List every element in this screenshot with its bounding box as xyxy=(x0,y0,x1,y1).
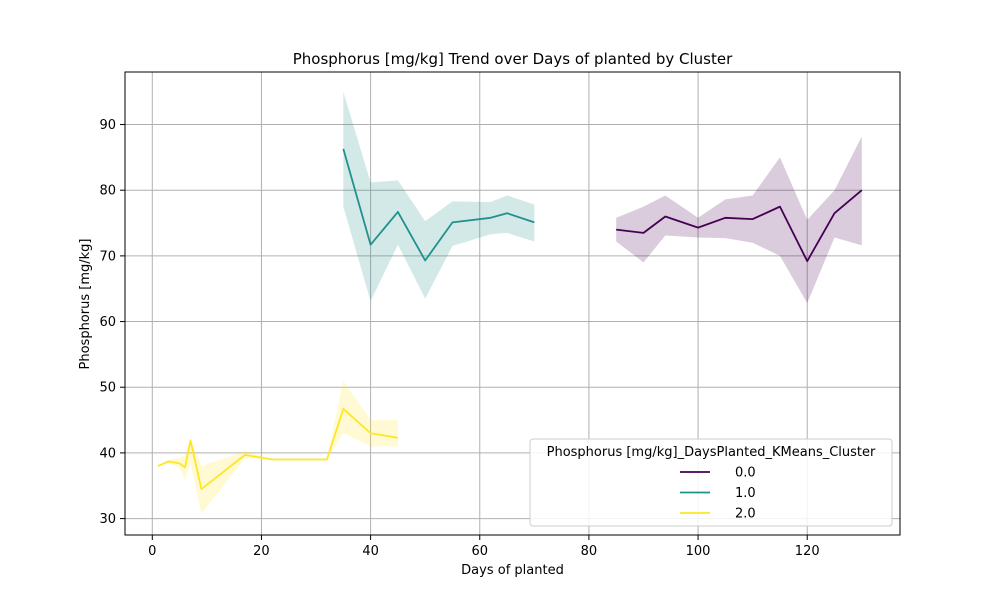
y-tick-label: 40 xyxy=(99,446,116,461)
grid-lines xyxy=(125,72,900,535)
x-tick-label: 100 xyxy=(686,544,711,559)
y-tick-label: 80 xyxy=(99,184,116,199)
y-tick-label: 70 xyxy=(99,249,116,264)
series-line-0.0 xyxy=(616,189,863,263)
confidence-band-2.0 xyxy=(157,380,398,514)
y-tick-label: 30 xyxy=(99,512,116,527)
legend-box xyxy=(529,438,893,527)
x-tick-label: 40 xyxy=(362,544,379,559)
x-tick-label: 120 xyxy=(795,544,820,559)
series-line-1.0 xyxy=(342,148,535,262)
legend-label-1.0: 1.0 xyxy=(735,486,756,501)
confidence-band-1.0 xyxy=(343,91,535,302)
confidence-bands xyxy=(157,91,862,514)
y-tick-label: 50 xyxy=(99,381,116,396)
legend: Phosphorus [mg/kg]_DaysPlanted_KMeans_Cl… xyxy=(529,438,893,527)
legend-entries: 0.0 1.0 2.0 xyxy=(680,466,756,522)
axes-frame xyxy=(124,71,901,536)
x-tick-label: 80 xyxy=(581,544,598,559)
legend-label-0.0: 0.0 xyxy=(735,466,756,481)
y-tick-label: 60 xyxy=(99,315,116,330)
y-axis-ticks: 30 40 50 60 70 80 90 xyxy=(99,118,125,527)
y-axis-label: Phosphorus [mg/kg] xyxy=(78,239,93,370)
y-tick-label: 90 xyxy=(99,118,116,133)
confidence-band-0.0 xyxy=(616,136,862,304)
x-tick-label: 60 xyxy=(471,544,488,559)
x-tick-label: 20 xyxy=(253,544,270,559)
plot-frame xyxy=(124,71,901,536)
legend-title: Phosphorus [mg/kg]_DaysPlanted_KMeans_Cl… xyxy=(547,445,876,460)
legend-label-2.0: 2.0 xyxy=(735,507,756,522)
x-axis-ticks: 0 20 40 60 80 100 120 xyxy=(148,535,820,559)
series-line-2.0 xyxy=(157,408,399,490)
x-tick-label: 0 xyxy=(148,544,156,559)
series-lines xyxy=(157,148,863,490)
chart-title: Phosphorus [mg/kg] Trend over Days of pl… xyxy=(293,50,733,68)
x-axis-label: Days of planted xyxy=(461,563,564,578)
